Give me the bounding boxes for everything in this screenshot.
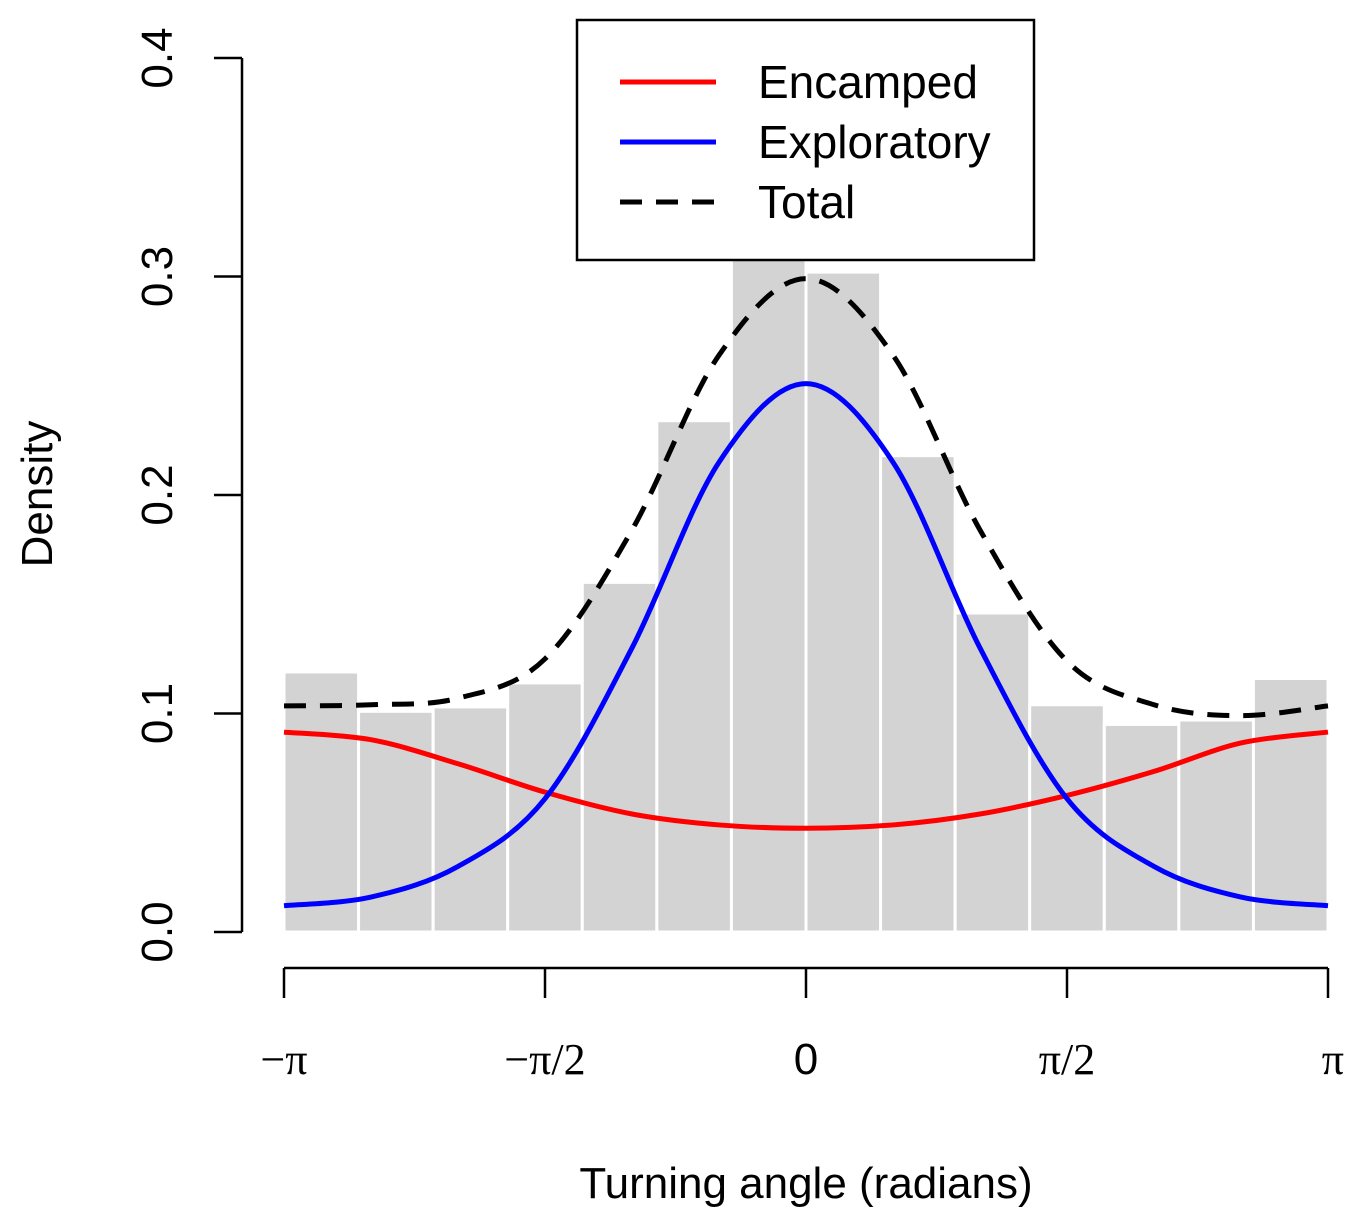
histogram-bar [729,253,808,934]
series-lines [283,276,1329,909]
y-tick-label: 0.0 [133,901,182,962]
x-tick-label: π/2 [1039,1035,1095,1084]
histogram-bar [580,580,659,934]
histogram-bar [1028,703,1106,934]
histogram-bar [282,670,361,934]
legend-label-encamped: Encamped [758,56,978,108]
y-ticks: 0.0 0.1 0.2 0.3 0.4 [133,27,242,963]
series-line-exploratory [283,381,1329,909]
series-line-total [283,276,1329,719]
legend-label-exploratory: Exploratory [758,116,991,168]
histogram-bar [1251,677,1330,934]
histogram-bar [506,681,584,934]
x-ticks: −π −π/2 0 π/2 π [260,968,1344,1084]
x-axis: −π −π/2 0 π/2 π [260,966,1344,1084]
y-axis-label: Density [13,421,62,568]
histogram-bar [1102,722,1181,934]
x-tick-label: −π/2 [504,1035,585,1084]
x-tick-label: −π [260,1035,307,1084]
histogram-bar [879,454,957,934]
legend: Encamped Exploratory Total [575,18,1036,262]
histogram-bar [655,419,733,934]
x-axis-label: Turning angle (radians) [579,1159,1032,1208]
histogram-bar [431,705,510,934]
y-tick-label: 0.3 [133,246,182,307]
y-axis: 0.0 0.1 0.2 0.3 0.4 [133,27,244,963]
y-tick-label: 0.2 [133,464,182,525]
y-tick-label: 0.1 [133,683,182,744]
x-tick-label: 0 [794,1035,818,1084]
x-tick-label: π [1322,1035,1344,1084]
y-tick-label: 0.4 [133,27,182,88]
histogram-bar [804,270,883,934]
series-line-encamped [283,729,1329,831]
legend-label-total: Total [758,176,855,228]
histogram-bar [953,611,1032,934]
